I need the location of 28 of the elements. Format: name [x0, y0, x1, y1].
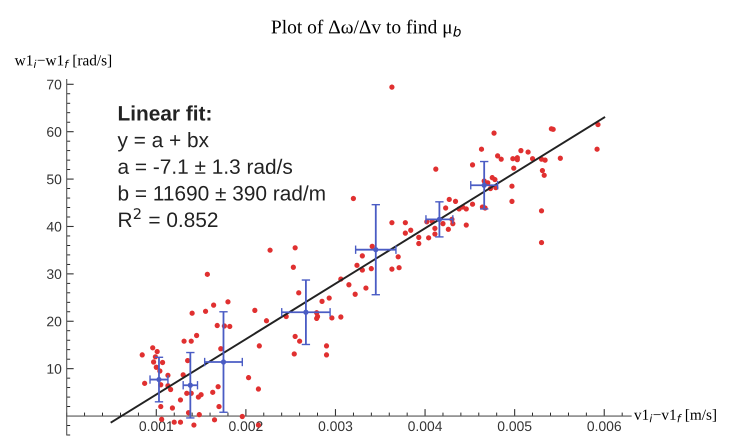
- point: [220, 359, 226, 365]
- x-tick-label: 0.003: [318, 421, 352, 432]
- y-tick-label: 50: [46, 174, 62, 184]
- chart-title: Plot of Δω/Δv to find μ$_{b}$: [271, 20, 461, 38]
- point: [436, 216, 442, 222]
- annotation: y = a + bx: [118, 132, 209, 152]
- x-tick-label: 0.005: [498, 421, 532, 432]
- y-tick-label: 30: [46, 269, 62, 280]
- annotation: Linear fit:: [118, 105, 210, 121]
- x-tick-label: 0.002: [229, 421, 263, 432]
- y-axis-title: w1$_{i}$−w1$_{f}$ [rad/s]: [14, 54, 112, 68]
- point: [482, 182, 487, 188]
- point: [188, 382, 193, 388]
- annotation: a = -7.1 ± 1.3 rad/s: [118, 158, 292, 174]
- y-tick-label: 70: [47, 80, 62, 90]
- x-tick-label: 0.001: [139, 421, 173, 432]
- y-tick-label: 60: [47, 127, 62, 137]
- y-tick-label: 20: [47, 316, 62, 326]
- annotation: b = 11690 ± 390 rad/m: [118, 185, 325, 201]
- x-tick-label: 0.006: [587, 421, 622, 432]
- annotation: R$^{2}$ = 0.852: [119, 208, 218, 228]
- y-tick-label: 10: [47, 364, 62, 374]
- point: [156, 376, 162, 382]
- point: [303, 310, 309, 315]
- y-tick-label: 40: [46, 222, 62, 232]
- x-axis-title: v1$_{i}$−v1$_{f}$ [m/s]: [634, 409, 716, 422]
- x-tick-label: 0.004: [408, 421, 442, 432]
- point: [373, 247, 378, 252]
